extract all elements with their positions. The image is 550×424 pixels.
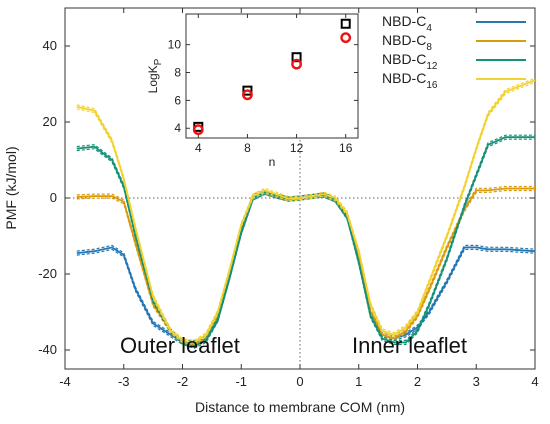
y-tick-label: 40	[43, 38, 57, 53]
inset-square-point	[340, 18, 351, 29]
y-tick-label: 0	[50, 190, 57, 205]
series-upper-error-16	[76, 77, 536, 342]
legend-label-main: NBD-C	[382, 32, 426, 48]
x-tick-label: -2	[177, 374, 189, 389]
inner-leaflet-label: Inner leaflet	[352, 333, 467, 358]
inset-x-tick-label: 4	[195, 141, 202, 155]
inset-background	[185, 13, 359, 139]
x-tick-label: 0	[296, 374, 303, 389]
inset-y-tick-label: 8	[174, 66, 181, 80]
legend-label-subscript: 4	[426, 23, 432, 34]
legend-label-16: NBD-C16	[382, 70, 438, 91]
inset-square-point	[291, 52, 302, 63]
legend-label-subscript: 16	[426, 80, 438, 91]
x-tick-label: -1	[235, 374, 247, 389]
inset-circle-point	[291, 58, 302, 70]
series-line-16	[76, 79, 536, 344]
inset-ticks-layer: 4 8 12 16 4 6 8 10	[168, 14, 358, 155]
legend-label-8: NBD-C8	[382, 32, 432, 53]
legend-label-main: NBD-C	[382, 13, 426, 29]
inset-x-tick-label: 8	[244, 141, 251, 155]
x-axis-label: Distance to membrane COM (nm)	[195, 399, 405, 415]
inset-circle-point	[242, 89, 253, 101]
inset-circle-point	[192, 124, 204, 136]
inset-y-tick-label: 6	[174, 93, 181, 107]
legend-label-subscript: 12	[426, 61, 438, 72]
inset-circle-point	[340, 32, 352, 44]
inset-x-tick-label: 16	[339, 141, 353, 155]
inset-y-axis-label-sub: P	[153, 58, 164, 65]
legend-label-main: NBD-C	[382, 51, 426, 67]
main-series-layer	[76, 77, 536, 349]
series-line-12	[76, 136, 535, 348]
inset-x-axis-label: n	[269, 155, 276, 169]
x-tick-label: 3	[473, 374, 480, 389]
inset-points-layer	[192, 18, 352, 136]
x-tick-label: 2	[414, 374, 421, 389]
series-lower-error-16	[76, 81, 536, 346]
y-tick-label: -20	[38, 266, 57, 281]
x-tick-label: -3	[118, 374, 130, 389]
y-tick-label: -40	[38, 342, 57, 357]
legend-label-12: NBD-C12	[382, 51, 438, 72]
series-lower-error-12	[76, 138, 535, 349]
legend-label-4: NBD-C4	[382, 13, 432, 34]
inset-x-tick-label: 12	[290, 141, 304, 155]
series-upper-error-12	[76, 134, 535, 345]
y-axis-label: PMF (kJ/mol)	[3, 146, 19, 229]
legend-label-main: NBD-C	[382, 70, 426, 86]
inset-y-axis-label: LogKP	[146, 58, 164, 93]
inset-y-axis-label-main: LogK	[146, 65, 160, 93]
x-tick-label: -4	[59, 374, 71, 389]
x-tick-label: 4	[531, 374, 538, 389]
inset-square-point	[242, 85, 253, 96]
y-tick-label: 20	[43, 114, 57, 129]
inset-y-tick-label: 10	[168, 38, 182, 52]
inset-y-tick-label: 4	[174, 121, 181, 135]
x-tick-label: 1	[355, 374, 362, 389]
legend-label-subscript: 8	[426, 42, 432, 53]
outer-leaflet-label: Outer leaflet	[120, 333, 240, 358]
